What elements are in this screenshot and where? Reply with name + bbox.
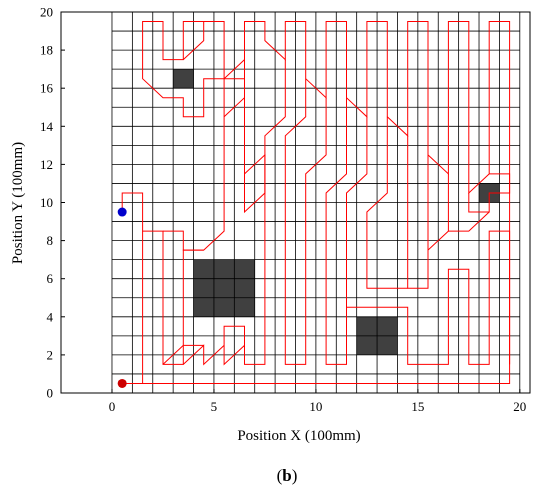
obstacle-1 (173, 69, 194, 89)
y-tick-label: 20 (40, 5, 53, 20)
grid (111, 11, 521, 394)
y-tick-label: 16 (40, 81, 54, 96)
y-axis-label: Position Y (100mm) (10, 142, 26, 264)
path-segment-5 (366, 116, 408, 289)
path-segment-7 (325, 97, 347, 365)
path-segment-6 (346, 116, 511, 365)
obstacle-2 (193, 259, 255, 317)
x-tick-label: 0 (109, 399, 116, 414)
markers (117, 207, 127, 388)
coverage-path (121, 21, 511, 384)
x-axis-label: Position X (100mm) (237, 428, 360, 444)
path-segment-13 (163, 230, 204, 251)
path-segment-12 (223, 326, 245, 366)
end-point (117, 207, 127, 217)
path-segment-14 (162, 344, 204, 365)
caption-close: ) (292, 466, 298, 485)
figure-caption: (b) (277, 466, 298, 485)
axis-ticks: 0 5 10 15 20 0 2 4 6 8 10 12 14 16 18 20 (40, 5, 526, 415)
y-tick-label: 18 (40, 43, 53, 58)
path-segment-2 (447, 173, 490, 232)
path-segment-11 (223, 78, 245, 118)
path-main (121, 21, 511, 384)
y-tick-label: 12 (40, 157, 53, 172)
path-segment-1 (468, 173, 511, 213)
y-tick-label: 6 (47, 271, 54, 286)
path-segment-10 (244, 59, 266, 214)
x-tick-label: 20 (513, 399, 526, 414)
x-tick-label: 10 (309, 399, 322, 414)
y-tick-label: 8 (47, 233, 54, 248)
path-segment-8 (284, 78, 327, 365)
caption-letter: b (282, 466, 291, 485)
start-point (117, 378, 127, 388)
y-tick-label: 0 (47, 386, 54, 401)
y-tick-label: 10 (40, 195, 53, 210)
x-tick-label: 5 (211, 399, 218, 414)
x-tick-label: 15 (411, 399, 424, 414)
caption-open: ( (277, 466, 283, 485)
path-segment-4 (407, 135, 429, 289)
y-tick-label: 2 (47, 347, 54, 362)
y-tick-label: 4 (47, 309, 54, 324)
y-tick-label: 14 (40, 119, 54, 134)
